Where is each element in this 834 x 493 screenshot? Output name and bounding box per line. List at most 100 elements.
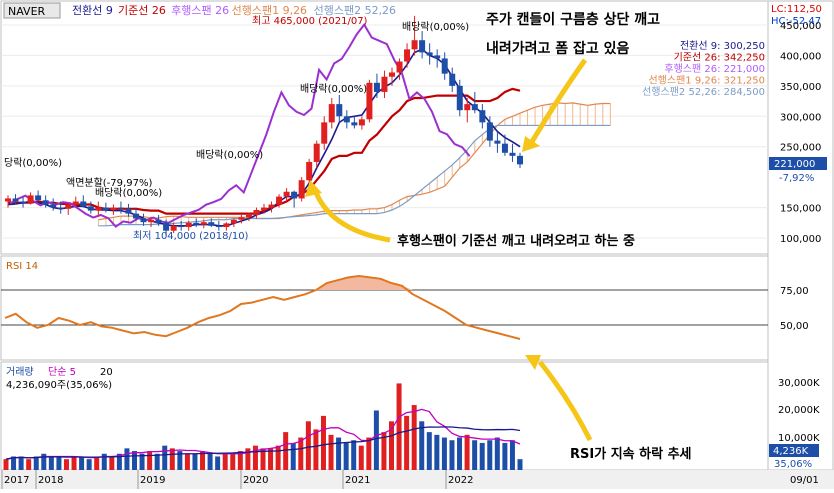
annotation-top-line1: 주가 캔들이 구름층 상단 깨고 (486, 11, 660, 28)
lagging-span-line (9, 22, 471, 228)
volume-bar (494, 437, 500, 470)
candle-body (110, 207, 117, 211)
legend: 전환선 9 기준선 26 후행스팬 26 선행스팬1 9,26 선행스팬2 52,26 (72, 4, 396, 17)
candle-body (268, 204, 275, 208)
candle-body (148, 219, 155, 223)
volume-title: 거래량 (6, 366, 34, 378)
volume-bar (177, 451, 183, 470)
candle-body (456, 85, 463, 111)
candle-body (276, 196, 283, 205)
price-tick: 100,000 (780, 234, 821, 245)
candle-body (230, 219, 237, 224)
volume-bar (252, 445, 258, 470)
arrow-rsi (538, 360, 593, 442)
candle-body (200, 222, 207, 225)
volume-bar (26, 459, 32, 470)
candle-body (87, 206, 94, 211)
candle-body (321, 122, 328, 144)
indicator-value: 선행스팬2 52,26: 284,500 (642, 86, 765, 98)
volume-ma2-label: 20 (100, 367, 113, 378)
volume-bar (11, 456, 17, 470)
volume-bar (33, 456, 39, 470)
x-tick-label: 2021 (345, 475, 370, 486)
candle-body (80, 201, 87, 207)
volume-bar (411, 405, 417, 470)
volume-bar (328, 434, 334, 470)
volume-bar (464, 434, 470, 470)
volume-bar (132, 451, 137, 470)
candle-body (336, 104, 343, 117)
candle-body (328, 104, 335, 123)
volume-bar (139, 453, 145, 470)
price-tag-value: 221,000 (774, 159, 815, 170)
price-tag (769, 157, 827, 170)
candle-body (193, 222, 200, 225)
legend-item: 전환선 9 (72, 4, 113, 17)
volume-bar (169, 448, 175, 470)
candle-body (479, 110, 486, 123)
price-tag-pct: -7,92% (779, 173, 814, 184)
rsi-tick: 75,00 (780, 286, 809, 297)
candle-body (419, 40, 426, 53)
date-axis (0, 470, 834, 489)
volume-bar (192, 453, 198, 470)
ticker-box[interactable] (3, 2, 61, 19)
legend-item: 선행스팬2 52,26 (314, 4, 396, 17)
candle-body (291, 191, 298, 199)
annotation-cloud: 후행스팬이 기준선 깨고 내려오려고 하는 중 (397, 233, 635, 249)
candle-body (494, 140, 501, 144)
legend-item: 후행스팬 26 (171, 4, 229, 17)
low-label: 최저 104,000 (2018/10) (133, 230, 249, 242)
volume-bar (305, 421, 311, 470)
volume-tag-pct: 35,06% (774, 459, 812, 470)
candle-body (133, 213, 139, 219)
price-tick: 150,000 (780, 204, 821, 215)
hc-label: HC:-52,47 (771, 16, 821, 27)
volume-bar (71, 456, 77, 470)
candle-body (102, 207, 109, 211)
candle-body (358, 119, 365, 126)
volume-bar (351, 440, 357, 470)
volume-bar (320, 415, 326, 470)
volume-bar (18, 456, 24, 470)
candle-body (434, 55, 441, 59)
split-label: 액면분할(-79,97%) (66, 177, 152, 189)
candle-body (464, 104, 471, 111)
candle-body (366, 82, 373, 120)
volume-bar (479, 442, 485, 470)
candle-body (411, 40, 418, 50)
volume-bar (56, 456, 62, 470)
volume-bar (389, 421, 394, 470)
candle-body (208, 222, 215, 226)
dividend-label: 당락(0,00%) (4, 157, 62, 169)
ticker-label: NAVER (8, 5, 46, 18)
volume-bar (472, 440, 478, 470)
indicator-value: 선행스팬1 9,26: 321,250 (648, 75, 765, 87)
candle-body (5, 198, 11, 202)
arrow-cloud-head (305, 180, 322, 197)
volume-tag (769, 444, 819, 457)
dividend-label: 배당락(0,00%) (300, 83, 367, 95)
x-tick-label: 2017 (4, 475, 29, 486)
volume-bar (86, 459, 92, 470)
candle-body (95, 207, 102, 211)
volume-bar (184, 453, 190, 470)
price-tick: 350,000 (780, 82, 821, 93)
candle-body (486, 122, 493, 141)
candle-body (517, 155, 523, 165)
volume-bar (147, 451, 153, 470)
volume-tick: 10,000K (778, 433, 820, 444)
candle-body (42, 200, 49, 205)
volume-bar (509, 440, 515, 470)
x-tick-label: 2018 (38, 475, 63, 486)
candle-body (426, 52, 433, 56)
candle-body (72, 201, 79, 205)
volume-bar (63, 459, 69, 470)
dividend-label: 배당락(0,00%) (95, 187, 162, 199)
arrow-top-head (522, 136, 540, 152)
price-tick: 250,000 (780, 143, 821, 154)
volume-bar (94, 456, 100, 470)
leading-span2-line (98, 124, 611, 227)
price-tick: 300,000 (780, 112, 821, 123)
